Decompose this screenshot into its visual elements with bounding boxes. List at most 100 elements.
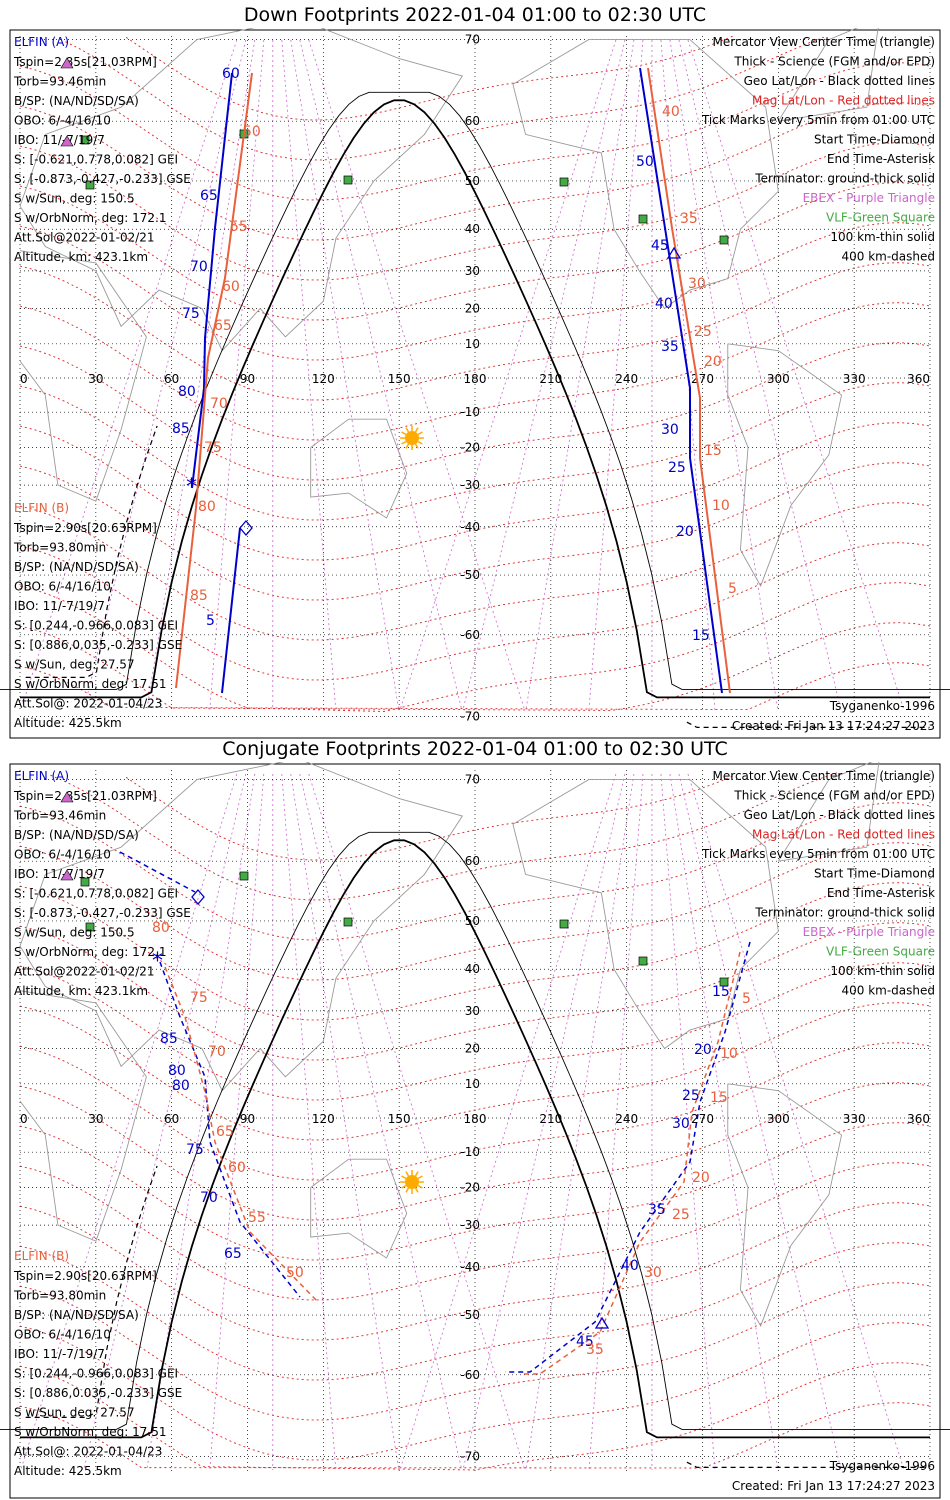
end-time-asterisk: * [152,949,163,974]
lon-tick-label: 180 [464,372,487,386]
mag-lon-line [308,39,526,711]
ebex-triangle [60,791,74,803]
coastline [512,39,779,310]
lon-tick-label: 90 [240,372,255,386]
lon-tick-label: 360 [907,1112,930,1126]
legend-line: EBEX - Purple Triangle [803,191,935,205]
lat-tick-label: -60 [460,1368,480,1382]
lat-tick-label: 50 [465,914,480,928]
created-label: Created: Fri Jan 13 17:24:27 2023 [732,1479,935,1493]
mag-lat-line [19,1122,931,1261]
mag-lon-line [687,39,905,711]
vlf-station-square [638,956,648,966]
mag-lat-line [19,1362,931,1471]
vlf-station-square [85,922,95,932]
lon-tick-label: 0 [20,372,28,386]
lon-tick-label: 60 [164,372,179,386]
lat-tick-label: 70 [465,773,480,787]
sun-ray [417,431,423,436]
mag-lat-line [19,1162,931,1301]
mag-lat-line [19,622,931,711]
altitude-400km-line [25,425,158,678]
elfin-a-info-line: S w/Sun, deg: 150.5 [14,192,135,206]
mag-lon-line [399,39,617,711]
mag-lon-line [678,773,842,1471]
elfin-b-track-right [520,951,741,1375]
lon-tick-label: 240 [615,372,638,386]
elfin-b-track-label: 25 [694,324,712,340]
end-time-asterisk: * [186,475,197,500]
legend-line: Thick - Science (FGM and/or EPD) [733,789,935,803]
legend-line: Mag Lat/Lon - Red dotted lines [752,828,935,842]
sun-ray [414,1187,419,1193]
elfin-b-info-line: IBO: 11/-7/19/7 [14,1347,105,1361]
sun-ray [414,443,419,449]
mag-lon-line [399,773,617,1471]
mag-lat-line [19,1042,931,1181]
lat-tick-label: -30 [460,1218,480,1232]
sun-ray [414,427,419,433]
legend-line: VLF-Green Square [826,211,935,225]
elfin-b-track-label: 5 [728,581,737,597]
elfin-b-info-line: Torb=93.80min [13,1289,106,1303]
lat-tick-label: -50 [460,568,480,582]
elfin-b-track-label: 55 [248,1210,266,1226]
elfin-a-label: ELFIN (A) [14,35,69,49]
sun-ray [405,1187,410,1193]
mag-lat-line [19,922,931,1061]
altitude-400km-line [25,1165,158,1418]
elfin-a-track-label: 40 [655,296,673,312]
altitude-100km-line [0,831,950,1430]
elfin-b-track-label: 65 [216,1124,234,1140]
elfin-a-info-line: S w/OrbNorm, deg: 172.1 [14,945,166,959]
elfin-a-label: ELFIN (A) [14,769,69,783]
legend-line: Thick - Science (FGM and/or EPD) [733,55,935,69]
mag-lon-line [209,39,265,711]
elfin-b-track-label: 60 [228,1160,246,1176]
model-label: Tsyganenko-1996 [829,699,935,713]
lon-tick-label: 180 [464,1112,487,1126]
elfin-a-track-right [639,67,723,694]
lat-tick-label: -40 [460,1260,480,1274]
elfin-a-track-label: 60 [222,66,240,82]
lon-tick-label: 330 [843,372,866,386]
elfin-b-track-label: 80 [152,920,170,936]
elfin-a-track-label: 20 [694,1042,712,1058]
elfin-a-info-line: S: [-0.873,-0.427,-0.233] GSE [14,906,191,920]
elfin-a-track-label: 85 [172,421,190,437]
vlf-station-square [719,235,729,245]
vlf-station-square [559,919,569,929]
elfin-b-track-label: 65 [214,318,232,334]
elfin-a-track-label: 70 [190,259,208,275]
coastline [19,762,464,1092]
altitude-100km-line [0,91,950,690]
legend-line: Mercator View Center Time (triangle) [713,35,935,49]
sun-ray [417,1175,423,1180]
sun-ray [405,1171,410,1177]
elfin-a-track-right [505,941,751,1373]
lat-tick-label: 30 [465,1004,480,1018]
center-time-triangle [666,246,682,259]
ebex-triangle [60,57,74,69]
panel-1-title: Down Footprints 2022-01-04 01:00 to 02:3… [243,4,707,26]
terminator-line [20,99,930,699]
lat-tick-label: 40 [465,222,480,236]
elfin-b-info-line: Att.Sol@: 2022-01-04/23 [14,1445,162,1459]
vlf-station-square [343,917,353,927]
elfin-a-info-line: Tspin=2.85s[21.03RPM] [13,789,157,803]
coastline [19,28,464,352]
elfin-a-track-label: 25 [682,1088,700,1104]
elfin-a-track-label: 5 [206,613,215,629]
legend-line: Geo Lat/Lon - Black dotted lines [744,74,935,88]
elfin-a-info-line: B/SP: (NA/ND/SD/SA) [14,828,139,842]
elfin-b-track-left [175,72,253,689]
sun-ray [405,443,410,449]
model-label: Tsyganenko-1996 [829,1459,935,1473]
mag-lon-line [588,39,644,711]
mag-lat-line [19,882,931,1021]
elfin-b-info-line: S w/Sun, deg: 27.57 [14,658,135,672]
mag-lon-line [281,773,337,1471]
mag-lon-line [588,773,644,1471]
elfin-b-info-line: S: [0.886,0.035,-0.233] GSE [14,1386,182,1400]
elfin-a-track-left [191,72,233,489]
